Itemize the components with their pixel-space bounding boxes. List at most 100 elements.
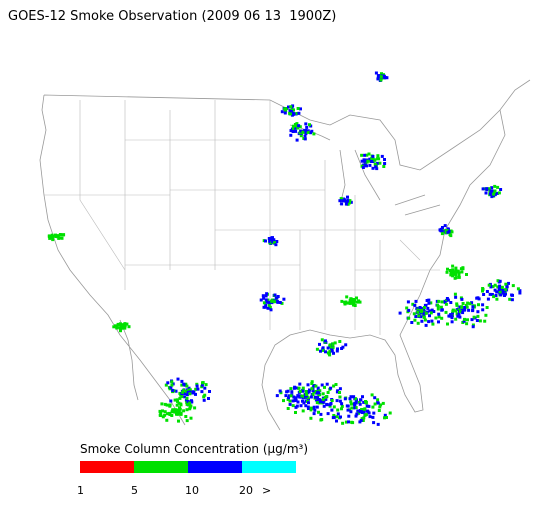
smoke-pixel bbox=[181, 390, 185, 394]
smoke-pixel bbox=[123, 324, 127, 328]
smoke-pixel bbox=[457, 275, 461, 279]
smoke-pixel bbox=[324, 350, 327, 354]
smoke-pixel bbox=[185, 396, 189, 400]
smoke-pixel bbox=[500, 290, 504, 294]
smoke-pixel bbox=[465, 273, 468, 276]
smoke-pixel bbox=[383, 413, 387, 417]
smoke-pixel bbox=[294, 129, 298, 133]
smoke-pixel bbox=[440, 316, 444, 320]
smoke-pixel bbox=[195, 382, 199, 386]
smoke-pixel bbox=[276, 295, 280, 298]
smoke-pixel bbox=[349, 400, 353, 404]
smoke-pixel bbox=[280, 301, 284, 305]
smoke-pixel bbox=[188, 392, 192, 396]
smoke-pixel bbox=[439, 227, 443, 231]
smoke-pixel bbox=[343, 199, 347, 203]
smoke-pixel bbox=[373, 402, 377, 406]
smoke-pixel bbox=[412, 312, 416, 316]
smoke-pixel bbox=[319, 412, 323, 416]
smoke-pixel bbox=[383, 158, 386, 161]
smoke-pixel bbox=[454, 309, 458, 313]
smoke-pixel bbox=[330, 408, 334, 412]
smoke-pixel bbox=[452, 271, 456, 275]
colorbar-label: 1 bbox=[77, 484, 84, 497]
smoke-pixel bbox=[262, 296, 266, 300]
smoke-pixel bbox=[263, 305, 267, 309]
smoke-pixel bbox=[338, 399, 342, 403]
smoke-pixel bbox=[185, 393, 189, 397]
smoke-pixel bbox=[406, 300, 410, 304]
smoke-pixel bbox=[378, 405, 382, 409]
smoke-pixel bbox=[279, 391, 283, 395]
smoke-pixel bbox=[170, 383, 174, 387]
smoke-pixel bbox=[366, 159, 370, 163]
colorbar-segment bbox=[242, 461, 296, 473]
smoke-pixel bbox=[432, 310, 436, 313]
smoke-pixel bbox=[48, 236, 52, 240]
smoke-pixel bbox=[167, 411, 171, 415]
smoke-pixel bbox=[114, 324, 117, 328]
smoke-pixel bbox=[185, 384, 189, 388]
smoke-pixel bbox=[379, 75, 383, 79]
smoke-pixel bbox=[304, 122, 308, 126]
smoke-pixel bbox=[288, 402, 292, 406]
smoke-pixel bbox=[161, 409, 164, 413]
smoke-pixel bbox=[495, 290, 499, 294]
smoke-pixel bbox=[175, 410, 179, 414]
smoke-pixel bbox=[363, 159, 367, 163]
smoke-pixel bbox=[271, 240, 275, 244]
smoke-pixel bbox=[379, 78, 383, 82]
smoke-pixel bbox=[264, 239, 267, 243]
smoke-pixel bbox=[297, 124, 301, 128]
smoke-pixel bbox=[176, 399, 179, 403]
smoke-pixel bbox=[379, 403, 383, 407]
smoke-pixel bbox=[273, 293, 277, 297]
smoke-pixel bbox=[163, 410, 167, 414]
smoke-pixel bbox=[484, 191, 488, 195]
smoke-pixel bbox=[270, 299, 274, 303]
smoke-pixel bbox=[62, 233, 65, 237]
smoke-pixel bbox=[267, 301, 271, 305]
smoke-pixel bbox=[363, 153, 367, 157]
smoke-pixel bbox=[338, 391, 341, 394]
smoke-pixel bbox=[169, 399, 173, 403]
smoke-pixel bbox=[272, 238, 276, 242]
smoke-pixel bbox=[516, 287, 520, 291]
smoke-pixel bbox=[186, 399, 190, 403]
smoke-pixel bbox=[496, 285, 500, 289]
smoke-pixel bbox=[305, 393, 309, 396]
smoke-pixel bbox=[306, 130, 310, 134]
smoke-pixel bbox=[309, 406, 313, 410]
smoke-pixel bbox=[361, 395, 364, 399]
smoke-pixel bbox=[304, 132, 308, 136]
smoke-pixel bbox=[475, 319, 479, 322]
smoke-pixel bbox=[475, 296, 479, 300]
smoke-pixel bbox=[371, 166, 375, 170]
smoke-pixel bbox=[301, 386, 305, 390]
smoke-pixel bbox=[325, 403, 329, 407]
smoke-pixel bbox=[320, 400, 323, 403]
smoke-pixel bbox=[457, 312, 461, 316]
smoke-pixel bbox=[380, 72, 383, 76]
smoke-pixel bbox=[262, 301, 266, 305]
smoke-pixel bbox=[374, 165, 378, 169]
smoke-pixel bbox=[306, 129, 310, 133]
smoke-pixel bbox=[355, 296, 358, 300]
smoke-pixel bbox=[303, 137, 307, 141]
smoke-pixel bbox=[499, 293, 503, 297]
smoke-pixel bbox=[275, 300, 279, 303]
smoke-pixel bbox=[312, 412, 316, 416]
smoke-pixel bbox=[341, 199, 345, 203]
smoke-pixel bbox=[48, 235, 52, 239]
smoke-pixel bbox=[307, 390, 311, 394]
smoke-pixel bbox=[352, 298, 356, 301]
smoke-pixel bbox=[119, 327, 123, 331]
smoke-pixel bbox=[326, 412, 330, 416]
smoke-pixel bbox=[187, 386, 191, 390]
smoke-pixel bbox=[487, 187, 491, 191]
smoke-pixel bbox=[289, 133, 293, 137]
smoke-pixel bbox=[427, 301, 431, 305]
smoke-pixel bbox=[310, 382, 314, 385]
smoke-pixel bbox=[282, 297, 286, 301]
smoke-pixel bbox=[488, 292, 492, 296]
